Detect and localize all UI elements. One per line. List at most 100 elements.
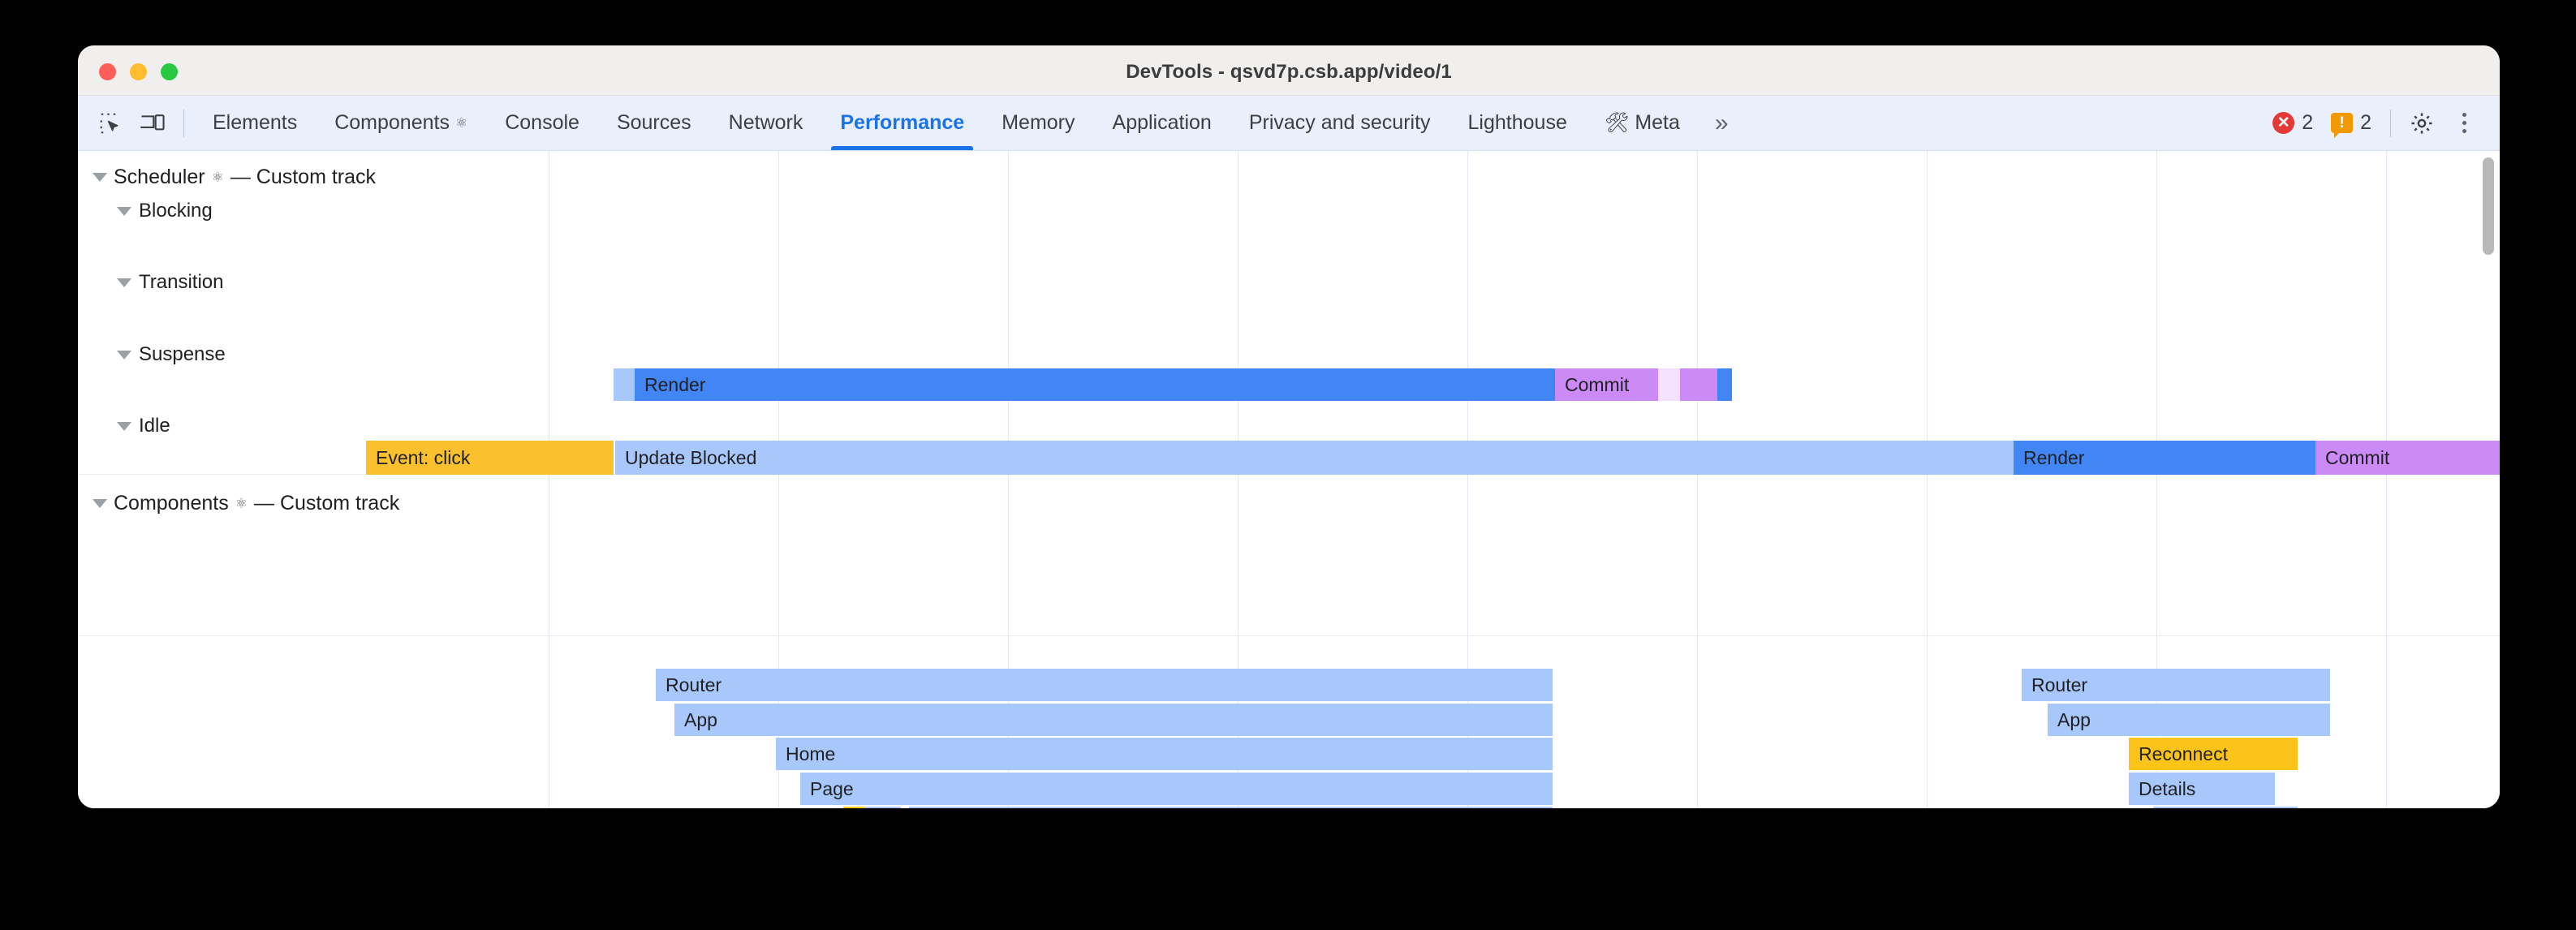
tab-meta-label: Meta [1635, 111, 1680, 134]
flame-bar-router[interactable]: Router [656, 669, 1553, 701]
flame-bar-router[interactable]: Router [2022, 669, 2330, 701]
row-blocking-text: Blocking [139, 200, 213, 222]
tab-meta[interactable]: 🛠 Meta [1586, 96, 1699, 150]
flame-bar-commit[interactable]: Commit [1555, 368, 1658, 401]
collapse-caret-icon[interactable] [93, 173, 107, 182]
flame-bar[interactable] [843, 807, 865, 808]
tab-elements-label: Elements [213, 111, 298, 134]
tab-console-label: Console [505, 111, 579, 134]
tab-application-label: Application [1112, 111, 1212, 134]
row-suspense-text: Suspense [139, 343, 226, 365]
track-components-name: Components [114, 492, 229, 515]
flame-bar-label: App [2057, 708, 2091, 730]
flame-bar-reconnect[interactable]: Reconnect [2129, 738, 2298, 770]
flame-bar[interactable] [1658, 368, 1680, 401]
flame-bar-app[interactable]: App [2048, 704, 2330, 736]
flame-bar-update-blocked[interactable]: Update Blocked [615, 441, 2014, 475]
flame-bar-label: Router [666, 674, 722, 695]
error-count: 2 [2302, 111, 2314, 134]
title-bar: DevTools - qsvd7p.csb.app/video/1 [78, 45, 2500, 96]
row-label-blocking[interactable]: Blocking [117, 200, 213, 222]
flame-bar[interactable] [865, 807, 901, 808]
flame-bar-label: Page [810, 777, 854, 799]
zoom-window-button[interactable] [161, 63, 178, 80]
tab-lighthouse[interactable]: Lighthouse [1450, 96, 1586, 150]
warning-counter[interactable]: ! 2 [2322, 111, 2380, 138]
gear-icon[interactable] [2401, 102, 2443, 144]
flame-bar-label: Render [644, 373, 706, 395]
close-window-button[interactable] [99, 63, 116, 80]
gridline [2386, 151, 2387, 808]
flame-bar[interactable] [1717, 368, 1732, 401]
flame-bar-commit[interactable]: Commit [2315, 441, 2500, 475]
row-label-transition[interactable]: Transition [117, 271, 223, 294]
flame-bar-label: Details [2139, 777, 2196, 799]
flame-bar-label: Home [786, 743, 836, 764]
row-label-idle[interactable]: Idle [117, 415, 170, 437]
react-atom-icon: ⚛ [454, 115, 468, 131]
minimize-window-button[interactable] [130, 63, 147, 80]
more-tabs-chevron-icon[interactable]: » [1714, 109, 1729, 136]
track-components-suffix: — Custom track [254, 492, 400, 515]
flame-bar-details[interactable]: Details [2129, 773, 2275, 805]
window-title: DevTools - qsvd7p.csb.app/video/1 [1126, 61, 1452, 83]
inspect-element-icon[interactable] [89, 102, 131, 144]
device-toolbar-icon[interactable] [131, 102, 174, 144]
tab-network-label: Network [728, 111, 803, 134]
toolbar-divider [183, 109, 184, 137]
tab-performance[interactable]: Performance [821, 96, 983, 150]
collapse-caret-icon[interactable] [117, 421, 131, 431]
track-scheduler-suffix: — Custom track [230, 166, 377, 188]
collapse-caret-icon[interactable] [117, 350, 131, 360]
flame-bar-label: App [684, 708, 717, 730]
track-header-scheduler[interactable]: Scheduler ⚛ — Custom track [93, 166, 376, 189]
flame-bar-app[interactable]: App [674, 704, 1553, 736]
tab-elements[interactable]: Elements [194, 96, 316, 150]
flame-bar-home[interactable]: Home [776, 738, 1553, 770]
tab-sources[interactable]: Sources [598, 96, 710, 150]
panel-tab-list: Elements Components ⚛ Console Sources Ne… [194, 96, 1742, 150]
tab-components-label: Components [334, 111, 450, 134]
collapse-caret-icon[interactable] [117, 278, 131, 287]
flame-bar[interactable] [614, 368, 635, 401]
track-header-components[interactable]: Components ⚛ — Custom track [93, 492, 399, 515]
flame-bar-render[interactable]: Render [635, 368, 1555, 401]
tab-performance-label: Performance [840, 111, 965, 134]
devtools-tab-bar: Elements Components ⚛ Console Sources Ne… [78, 96, 2500, 151]
flame-bar-label: Event: click [376, 446, 471, 468]
flame-bar-render[interactable]: Render [2014, 441, 2315, 475]
vertical-scrollbar-thumb[interactable] [2483, 157, 2494, 255]
tab-network[interactable]: Network [710, 96, 822, 150]
kebab-menu-icon[interactable] [2443, 102, 2485, 144]
collapse-caret-icon[interactable] [117, 206, 131, 216]
tab-application[interactable]: Application [1094, 96, 1230, 150]
tab-memory-label: Memory [1002, 111, 1075, 134]
tab-privacy-and-security[interactable]: Privacy and security [1230, 96, 1450, 150]
warning-count: 2 [2360, 111, 2371, 134]
collapse-caret-icon[interactable] [93, 499, 107, 508]
performance-timeline[interactable]: Scheduler ⚛ — Custom track Blocking Tran… [78, 151, 2500, 808]
flame-bar-searchlist[interactable]: SearchList [909, 807, 1553, 808]
gridline [1697, 151, 1698, 808]
row-label-suspense[interactable]: Suspense [117, 343, 226, 366]
tab-console[interactable]: Console [486, 96, 598, 150]
tab-memory[interactable]: Memory [983, 96, 1093, 150]
flame-bar-label: Commit [1565, 373, 1630, 395]
error-counter[interactable]: ✕ 2 [2264, 111, 2322, 135]
row-transition-text: Transition [139, 271, 224, 293]
flame-bar-event-click[interactable]: Event: click [366, 441, 614, 475]
tab-privacy-and-security-label: Privacy and security [1248, 111, 1431, 134]
flame-bar-page[interactable]: Page [2153, 807, 2298, 808]
flame-bar[interactable] [1680, 368, 1717, 401]
track-scheduler-name: Scheduler [114, 166, 205, 188]
flame-bar-label: Reconnect [2139, 743, 2228, 764]
flame-bar-label: Render [2023, 446, 2085, 468]
warning-icon: ! [2331, 113, 2354, 138]
window-controls [99, 63, 178, 80]
flame-bar-page[interactable]: Page [800, 773, 1553, 805]
flame-bar-label: Router [2031, 674, 2088, 695]
tab-components[interactable]: Components ⚛ [316, 96, 486, 150]
toolbar-divider-right [2390, 109, 2391, 137]
tab-sources-label: Sources [616, 111, 691, 134]
section-separator [78, 635, 2500, 636]
